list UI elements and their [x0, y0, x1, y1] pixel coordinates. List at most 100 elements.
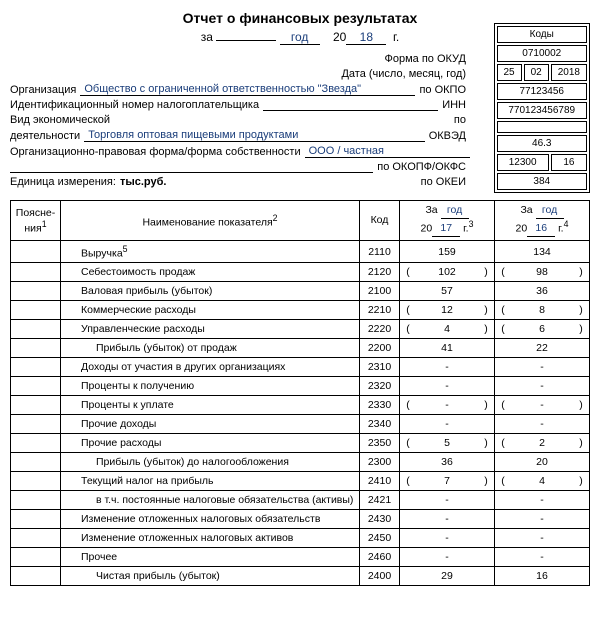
cell-value: (-)	[495, 396, 590, 415]
inn-code: 770123456789	[497, 102, 588, 119]
cell-notes	[11, 263, 61, 282]
cell-name: Чистая прибыль (убыток)	[61, 567, 360, 586]
cell-name: Выручка5	[61, 240, 360, 263]
cell-name: Себестоимость продаж	[61, 263, 360, 282]
okpo-code: 77123456	[497, 83, 588, 100]
table-row: Выручка52110159134	[11, 240, 590, 263]
th-year1: За год 2017 г.3	[400, 201, 495, 241]
cell-notes	[11, 358, 61, 377]
cell-name: Валовая прибыль (убыток)	[61, 282, 360, 301]
cell-code: 2421	[360, 491, 400, 510]
inn-label: Идентификационный номер налогоплательщик…	[10, 99, 263, 111]
date-day: 25	[497, 64, 522, 81]
cell-notes	[11, 396, 61, 415]
okopf-label: по ОКОПФ/ОКФС	[373, 161, 470, 173]
cell-name: Проценты к уплате	[61, 396, 360, 415]
cell-name: в т.ч. постоянные налоговые обязательств…	[61, 491, 360, 510]
table-row: Коммерческие расходы2210(12)(8)	[11, 301, 590, 320]
cell-value: -	[400, 415, 495, 434]
cell-code: 2300	[360, 453, 400, 472]
cell-value: 36	[400, 453, 495, 472]
cell-name: Прочие доходы	[61, 415, 360, 434]
activity-label1: Вид экономической	[10, 114, 114, 126]
inn-blank	[263, 110, 438, 111]
cell-value: 41	[400, 339, 495, 358]
period-word: год	[280, 30, 320, 45]
cell-notes	[11, 510, 61, 529]
cell-name: Управленческие расходы	[61, 320, 360, 339]
cell-code: 2430	[360, 510, 400, 529]
cell-name: Изменение отложенных налоговых обязатель…	[61, 510, 360, 529]
org-value: Общество с ограниченной ответственностью…	[80, 83, 415, 96]
form-value: ООО / частная	[305, 145, 470, 158]
cell-value: -	[495, 377, 590, 396]
cell-notes	[11, 453, 61, 472]
table-row: Чистая прибыль (убыток)24002916	[11, 567, 590, 586]
okud-code: 0710002	[497, 45, 588, 62]
cell-notes	[11, 491, 61, 510]
cell-value: -	[400, 491, 495, 510]
cell-code: 2330	[360, 396, 400, 415]
cell-value: (8)	[495, 301, 590, 320]
table-row: Прочие расходы2350(5)(2)	[11, 434, 590, 453]
cell-code: 2100	[360, 282, 400, 301]
table-row: Валовая прибыль (убыток)21005736	[11, 282, 590, 301]
cell-value: -	[400, 510, 495, 529]
year-suffix: г.	[393, 30, 399, 44]
table-row: Прочие доходы2340--	[11, 415, 590, 434]
okud-label: Форма по ОКУД	[381, 53, 471, 65]
okved-po: по	[450, 114, 470, 126]
table-row: Прочее2460--	[11, 548, 590, 567]
cell-value: (6)	[495, 320, 590, 339]
table-row: Изменение отложенных налоговых обязатель…	[11, 510, 590, 529]
cell-value: (102)	[400, 263, 495, 282]
cell-value: -	[400, 548, 495, 567]
cell-value: (98)	[495, 263, 590, 282]
header-block: Коды 0710002 25 02 2018 77123456 7701234…	[10, 53, 590, 188]
cell-value: 134	[495, 240, 590, 263]
cell-name: Прочие расходы	[61, 434, 360, 453]
blank-row	[497, 121, 588, 133]
cell-name: Прибыль (убыток) до налогообложения	[61, 453, 360, 472]
date-month: 02	[524, 64, 549, 81]
cell-value: (7)	[400, 472, 495, 491]
codes-box: Коды 0710002 25 02 2018 77123456 7701234…	[494, 23, 591, 193]
cell-notes	[11, 415, 61, 434]
cell-code: 2320	[360, 377, 400, 396]
cell-notes	[11, 282, 61, 301]
table-row: Себестоимость продаж2120(102)(98)	[11, 263, 590, 282]
form-blank	[10, 172, 373, 173]
okved-label: ОКВЭД	[425, 130, 470, 142]
cell-value: 20	[495, 453, 590, 472]
cell-value: 36	[495, 282, 590, 301]
table-row: Доходы от участия в других организациях2…	[11, 358, 590, 377]
table-row: Прибыль (убыток) от продаж22004122	[11, 339, 590, 358]
cell-value: 22	[495, 339, 590, 358]
year-prefix: 20	[333, 30, 346, 44]
cell-value: (12)	[400, 301, 495, 320]
cell-notes	[11, 320, 61, 339]
cell-value: -	[400, 529, 495, 548]
cell-value: -	[495, 415, 590, 434]
cell-name: Доходы от участия в других организациях	[61, 358, 360, 377]
cell-value: -	[495, 358, 590, 377]
okved-code: 46.3	[497, 135, 588, 152]
cell-value: (4)	[400, 320, 495, 339]
period-blank	[216, 40, 276, 41]
th-code: Код	[360, 201, 400, 241]
okpo-label: по ОКПО	[415, 84, 470, 96]
okei-code: 384	[497, 173, 588, 190]
cell-code: 2220	[360, 320, 400, 339]
cell-code: 2410	[360, 472, 400, 491]
table-row: Изменение отложенных налоговых активов24…	[11, 529, 590, 548]
codes-title: Коды	[497, 26, 588, 43]
cell-notes	[11, 529, 61, 548]
cell-name: Проценты к получению	[61, 377, 360, 396]
cell-value: -	[495, 529, 590, 548]
table-row: Прибыль (убыток) до налогообложения23003…	[11, 453, 590, 472]
table-row: Управленческие расходы2220(4)(6)	[11, 320, 590, 339]
okei-label: по ОКЕИ	[417, 176, 470, 188]
cell-name: Коммерческие расходы	[61, 301, 360, 320]
cell-code: 2120	[360, 263, 400, 282]
cell-name: Прочее	[61, 548, 360, 567]
